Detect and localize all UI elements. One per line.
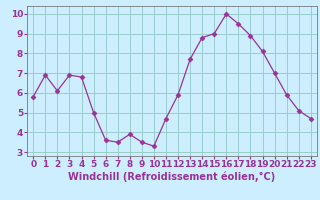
X-axis label: Windchill (Refroidissement éolien,°C): Windchill (Refroidissement éolien,°C)	[68, 172, 276, 182]
